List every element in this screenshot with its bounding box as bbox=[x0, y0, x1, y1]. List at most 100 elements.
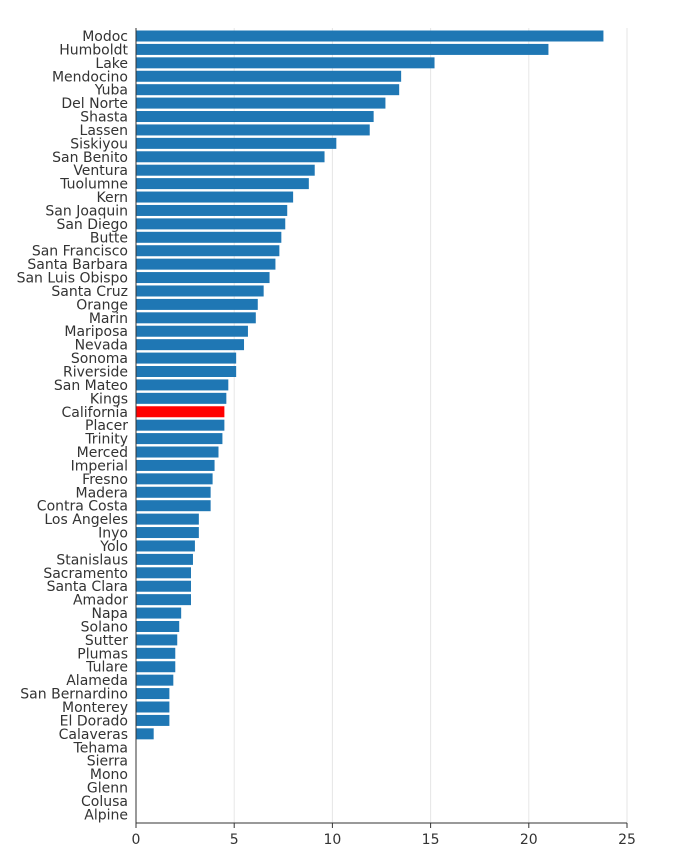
category-label: Yolo bbox=[99, 539, 128, 555]
bar bbox=[136, 446, 219, 458]
category-label: San Benito bbox=[52, 150, 128, 166]
bar bbox=[136, 137, 337, 149]
bar bbox=[136, 97, 386, 109]
bar bbox=[136, 312, 256, 324]
category-label: Placer bbox=[85, 418, 128, 434]
bar bbox=[136, 513, 199, 525]
bar bbox=[136, 245, 280, 257]
bar bbox=[136, 43, 549, 55]
bar bbox=[136, 204, 288, 216]
bar bbox=[136, 674, 174, 686]
bar bbox=[136, 231, 282, 243]
grid-lines bbox=[233, 28, 628, 823]
category-label: Santa Clara bbox=[47, 579, 128, 595]
category-label: Mariposa bbox=[64, 324, 128, 340]
axes: 0 5 10 15 20 25 bbox=[132, 28, 636, 848]
bar bbox=[136, 285, 264, 297]
category-label: Sierra bbox=[87, 754, 128, 770]
bar bbox=[136, 486, 211, 498]
bar bbox=[136, 661, 176, 673]
category-label: Sonoma bbox=[71, 351, 128, 367]
bar bbox=[136, 553, 193, 565]
bar bbox=[136, 366, 237, 377]
category-label: San Mateo bbox=[54, 378, 128, 394]
bar bbox=[136, 151, 325, 163]
category-label: San Luis Obispo bbox=[17, 271, 128, 287]
bar bbox=[136, 57, 435, 69]
bar bbox=[136, 527, 199, 539]
category-label: Inyo bbox=[98, 526, 128, 542]
category-label: Orange bbox=[76, 297, 128, 313]
category-label: Alameda bbox=[66, 673, 128, 689]
category-label: San Diego bbox=[56, 217, 128, 233]
category-label: Colusa bbox=[81, 794, 128, 810]
bar bbox=[136, 111, 374, 123]
category-label: San Bernardino bbox=[20, 687, 128, 703]
bar bbox=[136, 84, 400, 96]
category-label: Shasta bbox=[80, 110, 128, 126]
bar bbox=[136, 30, 604, 42]
category-label: Tulare bbox=[85, 660, 128, 676]
category-label: Lake bbox=[95, 56, 128, 72]
bar bbox=[136, 352, 237, 364]
category-label: California bbox=[62, 405, 128, 421]
x-tick-label: 25 bbox=[618, 832, 636, 848]
bar bbox=[136, 728, 154, 740]
category-label: Tuolumne bbox=[59, 177, 128, 193]
bar bbox=[136, 459, 215, 471]
bar bbox=[136, 325, 248, 337]
bar bbox=[136, 567, 191, 579]
category-label: Calaveras bbox=[59, 727, 128, 743]
bar bbox=[136, 70, 402, 82]
bar bbox=[136, 124, 370, 136]
bar bbox=[136, 647, 176, 659]
category-label: Amador bbox=[73, 593, 128, 609]
category-label: San Francisco bbox=[32, 244, 128, 260]
bar bbox=[136, 164, 315, 176]
category-label: Sacramento bbox=[43, 566, 128, 582]
bar bbox=[136, 500, 211, 512]
category-label: Imperial bbox=[71, 458, 128, 474]
bar bbox=[136, 298, 258, 310]
bar bbox=[136, 634, 178, 646]
category-label: Napa bbox=[91, 606, 128, 622]
bars bbox=[136, 30, 604, 740]
x-tick-label: 0 bbox=[132, 832, 141, 848]
category-label: Los Angeles bbox=[44, 512, 128, 528]
category-label: Madera bbox=[76, 485, 129, 501]
bar bbox=[136, 540, 195, 552]
category-label: Stanislaus bbox=[56, 552, 128, 568]
category-label: Contra Costa bbox=[37, 499, 128, 515]
category-label: Fresno bbox=[82, 472, 128, 488]
category-label: El Dorado bbox=[60, 713, 128, 729]
bar bbox=[136, 191, 294, 203]
category-label: Nevada bbox=[75, 338, 128, 354]
category-label: Monterey bbox=[62, 700, 128, 716]
x-tick-label: 5 bbox=[230, 832, 239, 848]
category-label: Plumas bbox=[77, 646, 128, 662]
category-label: Mendocino bbox=[52, 69, 128, 85]
category-label: Glenn bbox=[87, 781, 128, 797]
category-label: Siskiyou bbox=[70, 136, 128, 152]
bar bbox=[136, 714, 170, 726]
x-tick-label: 20 bbox=[520, 832, 538, 848]
bar bbox=[136, 688, 170, 700]
category-label: Kern bbox=[97, 190, 128, 206]
category-label: Alpine bbox=[84, 807, 128, 823]
bar bbox=[136, 258, 276, 270]
category-label: Humboldt bbox=[59, 42, 128, 58]
category-label: Marin bbox=[89, 311, 128, 327]
bar bbox=[136, 392, 227, 404]
bar bbox=[136, 580, 191, 592]
category-label: Solano bbox=[81, 619, 128, 635]
bar bbox=[136, 607, 182, 619]
bar bbox=[136, 218, 286, 230]
category-label: Santa Cruz bbox=[51, 284, 128, 300]
bar bbox=[136, 701, 170, 713]
category-label: Mono bbox=[90, 767, 128, 783]
category-label: Sutter bbox=[85, 633, 128, 649]
category-label: San Joaquin bbox=[45, 203, 128, 219]
category-label: Trinity bbox=[84, 432, 128, 448]
